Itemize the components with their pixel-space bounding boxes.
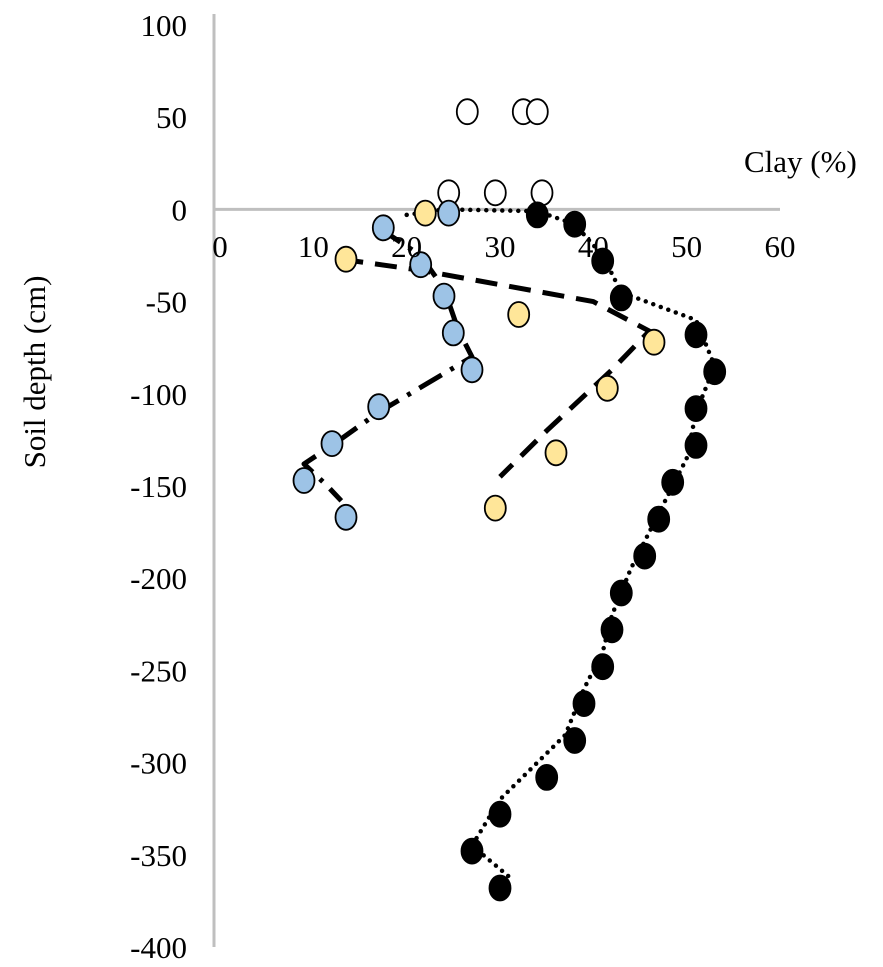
white-data-point — [530, 179, 554, 207]
black-data-point — [684, 321, 708, 349]
black-data-point — [460, 837, 484, 865]
y-tick-label: -50 — [146, 285, 187, 320]
black-data-point — [488, 874, 512, 902]
yellow-trendline — [340, 256, 652, 479]
axes — [212, 14, 780, 947]
black-data-point — [535, 764, 559, 791]
black-data-point — [661, 468, 685, 496]
black-data-point — [609, 579, 633, 607]
y-tick-label: 50 — [156, 100, 187, 135]
blue-data-point — [441, 319, 465, 347]
x-tick-label: 40 — [578, 229, 609, 264]
x-tick-label: 10 — [298, 229, 329, 264]
blue-data-point — [460, 356, 484, 384]
tick-labels: 100 50 0 -50 -100 -150 -200 -250 -300 -350 -400 0 10… — [130, 8, 795, 965]
black-data-point — [703, 358, 727, 386]
white-data-point — [483, 179, 507, 207]
black-data-point — [563, 210, 587, 238]
black-data-point — [600, 616, 624, 644]
x-tick-label: 0 — [212, 229, 228, 264]
y-tick-label: -200 — [130, 561, 187, 596]
black-data-point — [684, 431, 708, 459]
blue-data-point — [334, 503, 358, 531]
blue-data-point — [371, 214, 395, 242]
black-data-point — [684, 395, 708, 423]
black-data-point — [525, 201, 549, 229]
y-tick-label: 0 — [172, 192, 188, 227]
blue-data-point — [367, 393, 391, 421]
data-markers — [292, 98, 727, 902]
yellow-data-point — [595, 374, 619, 402]
y-tick-label: 100 — [141, 8, 188, 43]
y-tick-label: -400 — [130, 930, 187, 965]
blue-data-point — [437, 199, 461, 227]
y-tick-label: -350 — [130, 838, 187, 873]
yellow-data-point — [483, 494, 507, 522]
yellow-data-point — [507, 301, 531, 328]
y-axis-title: Soil depth (cm) — [17, 276, 52, 469]
black-data-point — [591, 247, 615, 275]
y-tick-label: -250 — [130, 653, 187, 688]
yellow-data-point — [544, 439, 568, 467]
yellow-data-point — [413, 199, 437, 227]
y-tick-label: -100 — [130, 377, 187, 412]
blue-trendline — [301, 225, 475, 503]
blue-data-point — [292, 467, 316, 494]
x-tick-label: 50 — [671, 229, 702, 264]
black-data-point — [591, 653, 615, 681]
black-data-point — [488, 800, 512, 828]
blue-data-point — [432, 282, 456, 310]
blue-data-point — [409, 251, 433, 279]
black-trendline — [404, 207, 717, 880]
y-tick-label: -150 — [130, 469, 187, 504]
black-data-point — [563, 727, 587, 754]
x-tick-label: 30 — [485, 229, 516, 264]
black-data-point — [647, 505, 671, 533]
black-data-point — [609, 284, 633, 312]
white-data-point — [525, 98, 549, 126]
x-axis-title: Clay (%) — [744, 144, 857, 179]
yellow-data-point — [334, 245, 358, 273]
black-data-point — [572, 690, 596, 717]
x-tick-label: 60 — [765, 229, 796, 264]
x-tick-label: 20 — [391, 229, 422, 264]
blue-data-point — [320, 430, 344, 458]
y-tick-label: -300 — [130, 746, 187, 781]
black-data-point — [633, 542, 657, 570]
white-data-point — [455, 98, 479, 126]
yellow-data-point — [642, 328, 666, 356]
